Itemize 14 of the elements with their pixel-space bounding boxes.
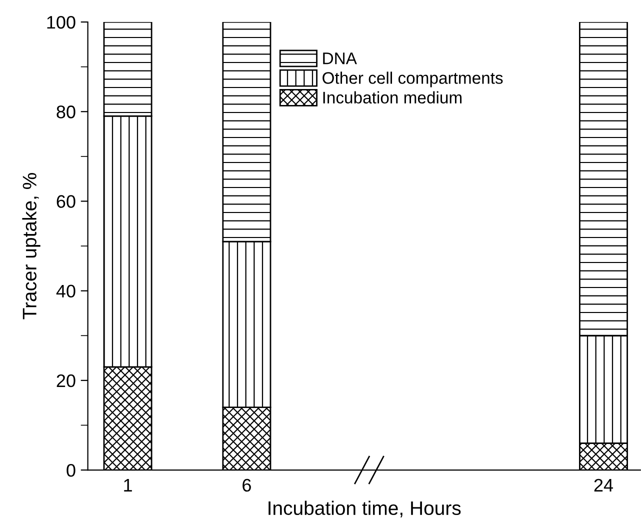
y-tick-label: 60 [56,195,76,208]
legend-label: Other cell compartments [322,72,503,88]
x-axis-title: Incubation time, Hours [268,500,461,518]
y-tick-label: 100 [47,16,76,29]
legend-label: DNA [323,52,357,64]
y-axis-title: Tracer uptake, % [22,173,40,320]
y-tick-label: 0 [66,464,76,477]
y-tick-label: 40 [56,284,76,298]
x-tick-label: 6 [242,478,251,492]
y-tick-label: 20 [56,374,76,388]
y-tick-label: 80 [56,106,76,118]
legend-label: Incubation medium [323,91,462,104]
x-tick-label: 24 [594,478,614,492]
x-tick-label: 1 [124,479,132,492]
